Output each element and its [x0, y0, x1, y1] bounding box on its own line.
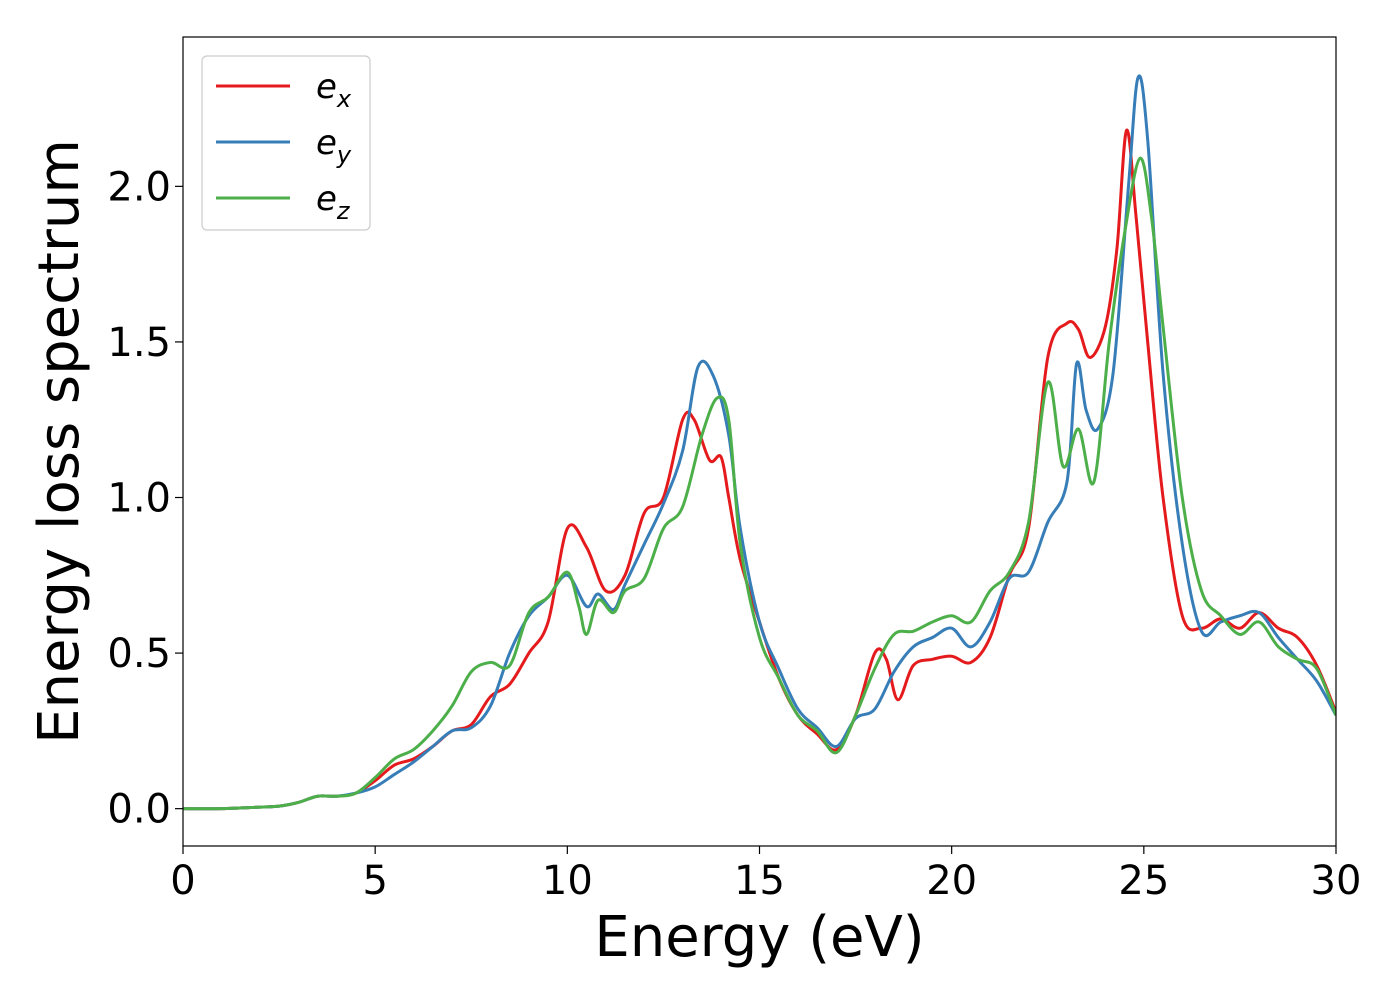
- legend: ex ey ez: [201, 55, 371, 231]
- y-axis: 0.0 0.5 1.0 1.5 2.0: [107, 164, 183, 833]
- x-tick-label: 0: [170, 858, 195, 904]
- series-line-z: [183, 156, 1336, 811]
- series-layer: [183, 74, 1336, 811]
- x-tick-label: 15: [734, 858, 785, 904]
- y-tick-label: 1.0: [107, 476, 171, 522]
- y-tick-label: 0.0: [107, 787, 171, 833]
- x-tick-label: 10: [542, 858, 593, 904]
- y-tick-label: 2.0: [107, 164, 171, 210]
- series-line-y: [183, 74, 1336, 811]
- y-tick-label: 1.5: [107, 320, 171, 366]
- y-tick-label: 0.5: [107, 631, 171, 677]
- x-tick-label: 5: [362, 858, 387, 904]
- x-tick-label: 25: [1118, 858, 1169, 904]
- x-tick-label: 20: [926, 858, 977, 904]
- y-axis-label: Energy loss spectrum: [27, 139, 92, 744]
- legend-label-y: ey: [316, 123, 352, 169]
- series-line-x: [183, 128, 1336, 811]
- x-tick-label: 30: [1311, 858, 1362, 904]
- x-axis-label: Energy (eV): [594, 905, 924, 970]
- legend-label-x: ex: [316, 67, 352, 113]
- legend-label-z: ez: [316, 179, 351, 225]
- x-axis: 0 5 10 15 20 25 30: [170, 846, 1361, 904]
